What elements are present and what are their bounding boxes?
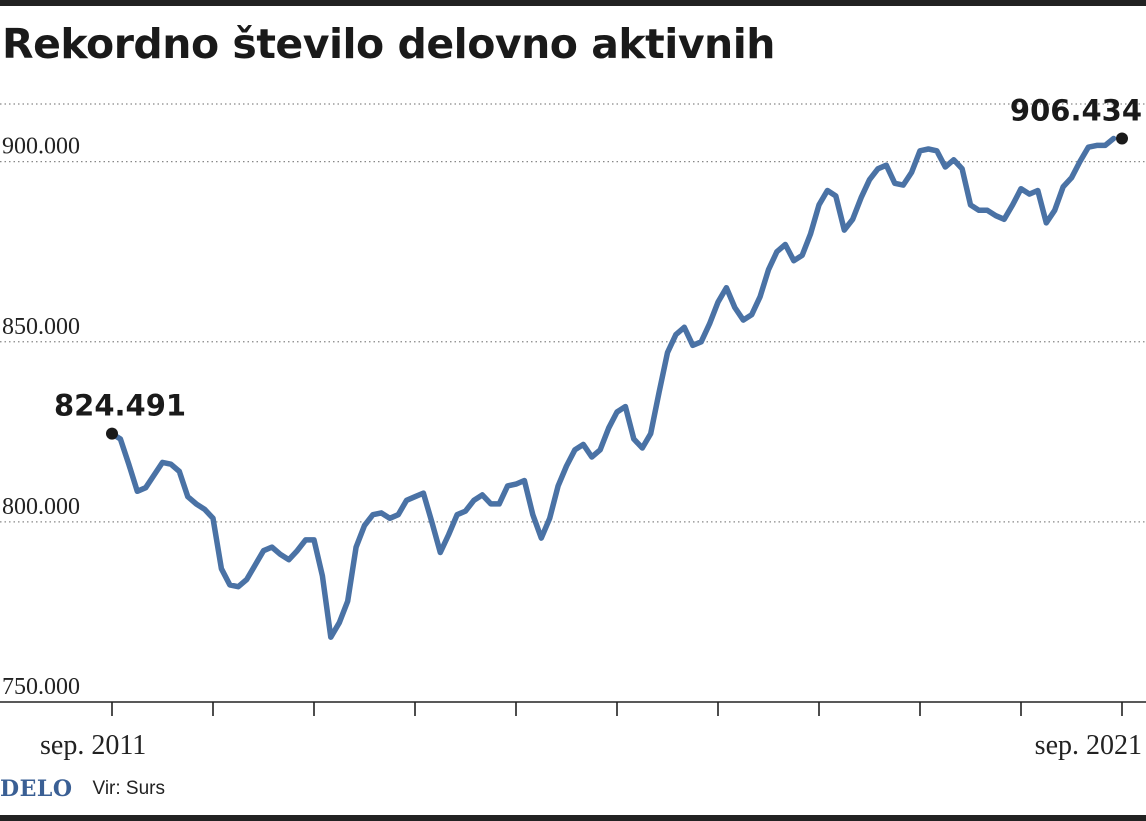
x-axis-label: sep. 2011	[40, 730, 146, 761]
y-tick-label: 800.000	[2, 494, 80, 520]
annotation-label: 906.434	[1010, 93, 1142, 127]
source-note: Vir: Surs	[92, 778, 165, 799]
top-rule	[0, 0, 1146, 6]
annotation-dot	[106, 427, 118, 440]
x-axis: sep. 2011 sep. 2021	[0, 701, 1146, 761]
footer: DELO Vir: Surs	[0, 774, 165, 804]
x-axis-label: sep. 2021	[1035, 730, 1142, 761]
y-axis-ticks: 750.000 800.000 850.000 900.000	[2, 134, 80, 700]
series-layer	[109, 135, 1117, 640]
y-tick-label: 900.000	[2, 134, 80, 160]
y-tick-label: 750.000	[2, 674, 80, 700]
y-tick-label: 850.000	[2, 314, 80, 340]
chart-title: Rekordno število delovno aktivnih	[2, 20, 775, 68]
annotation-label: 824.491	[54, 389, 186, 423]
delo-logo: DELO	[0, 776, 73, 802]
series-line	[109, 135, 1117, 640]
bottom-rule	[0, 815, 1146, 821]
annotations: 824.491 906.434	[54, 93, 1142, 440]
annotation-dot	[1116, 132, 1128, 145]
